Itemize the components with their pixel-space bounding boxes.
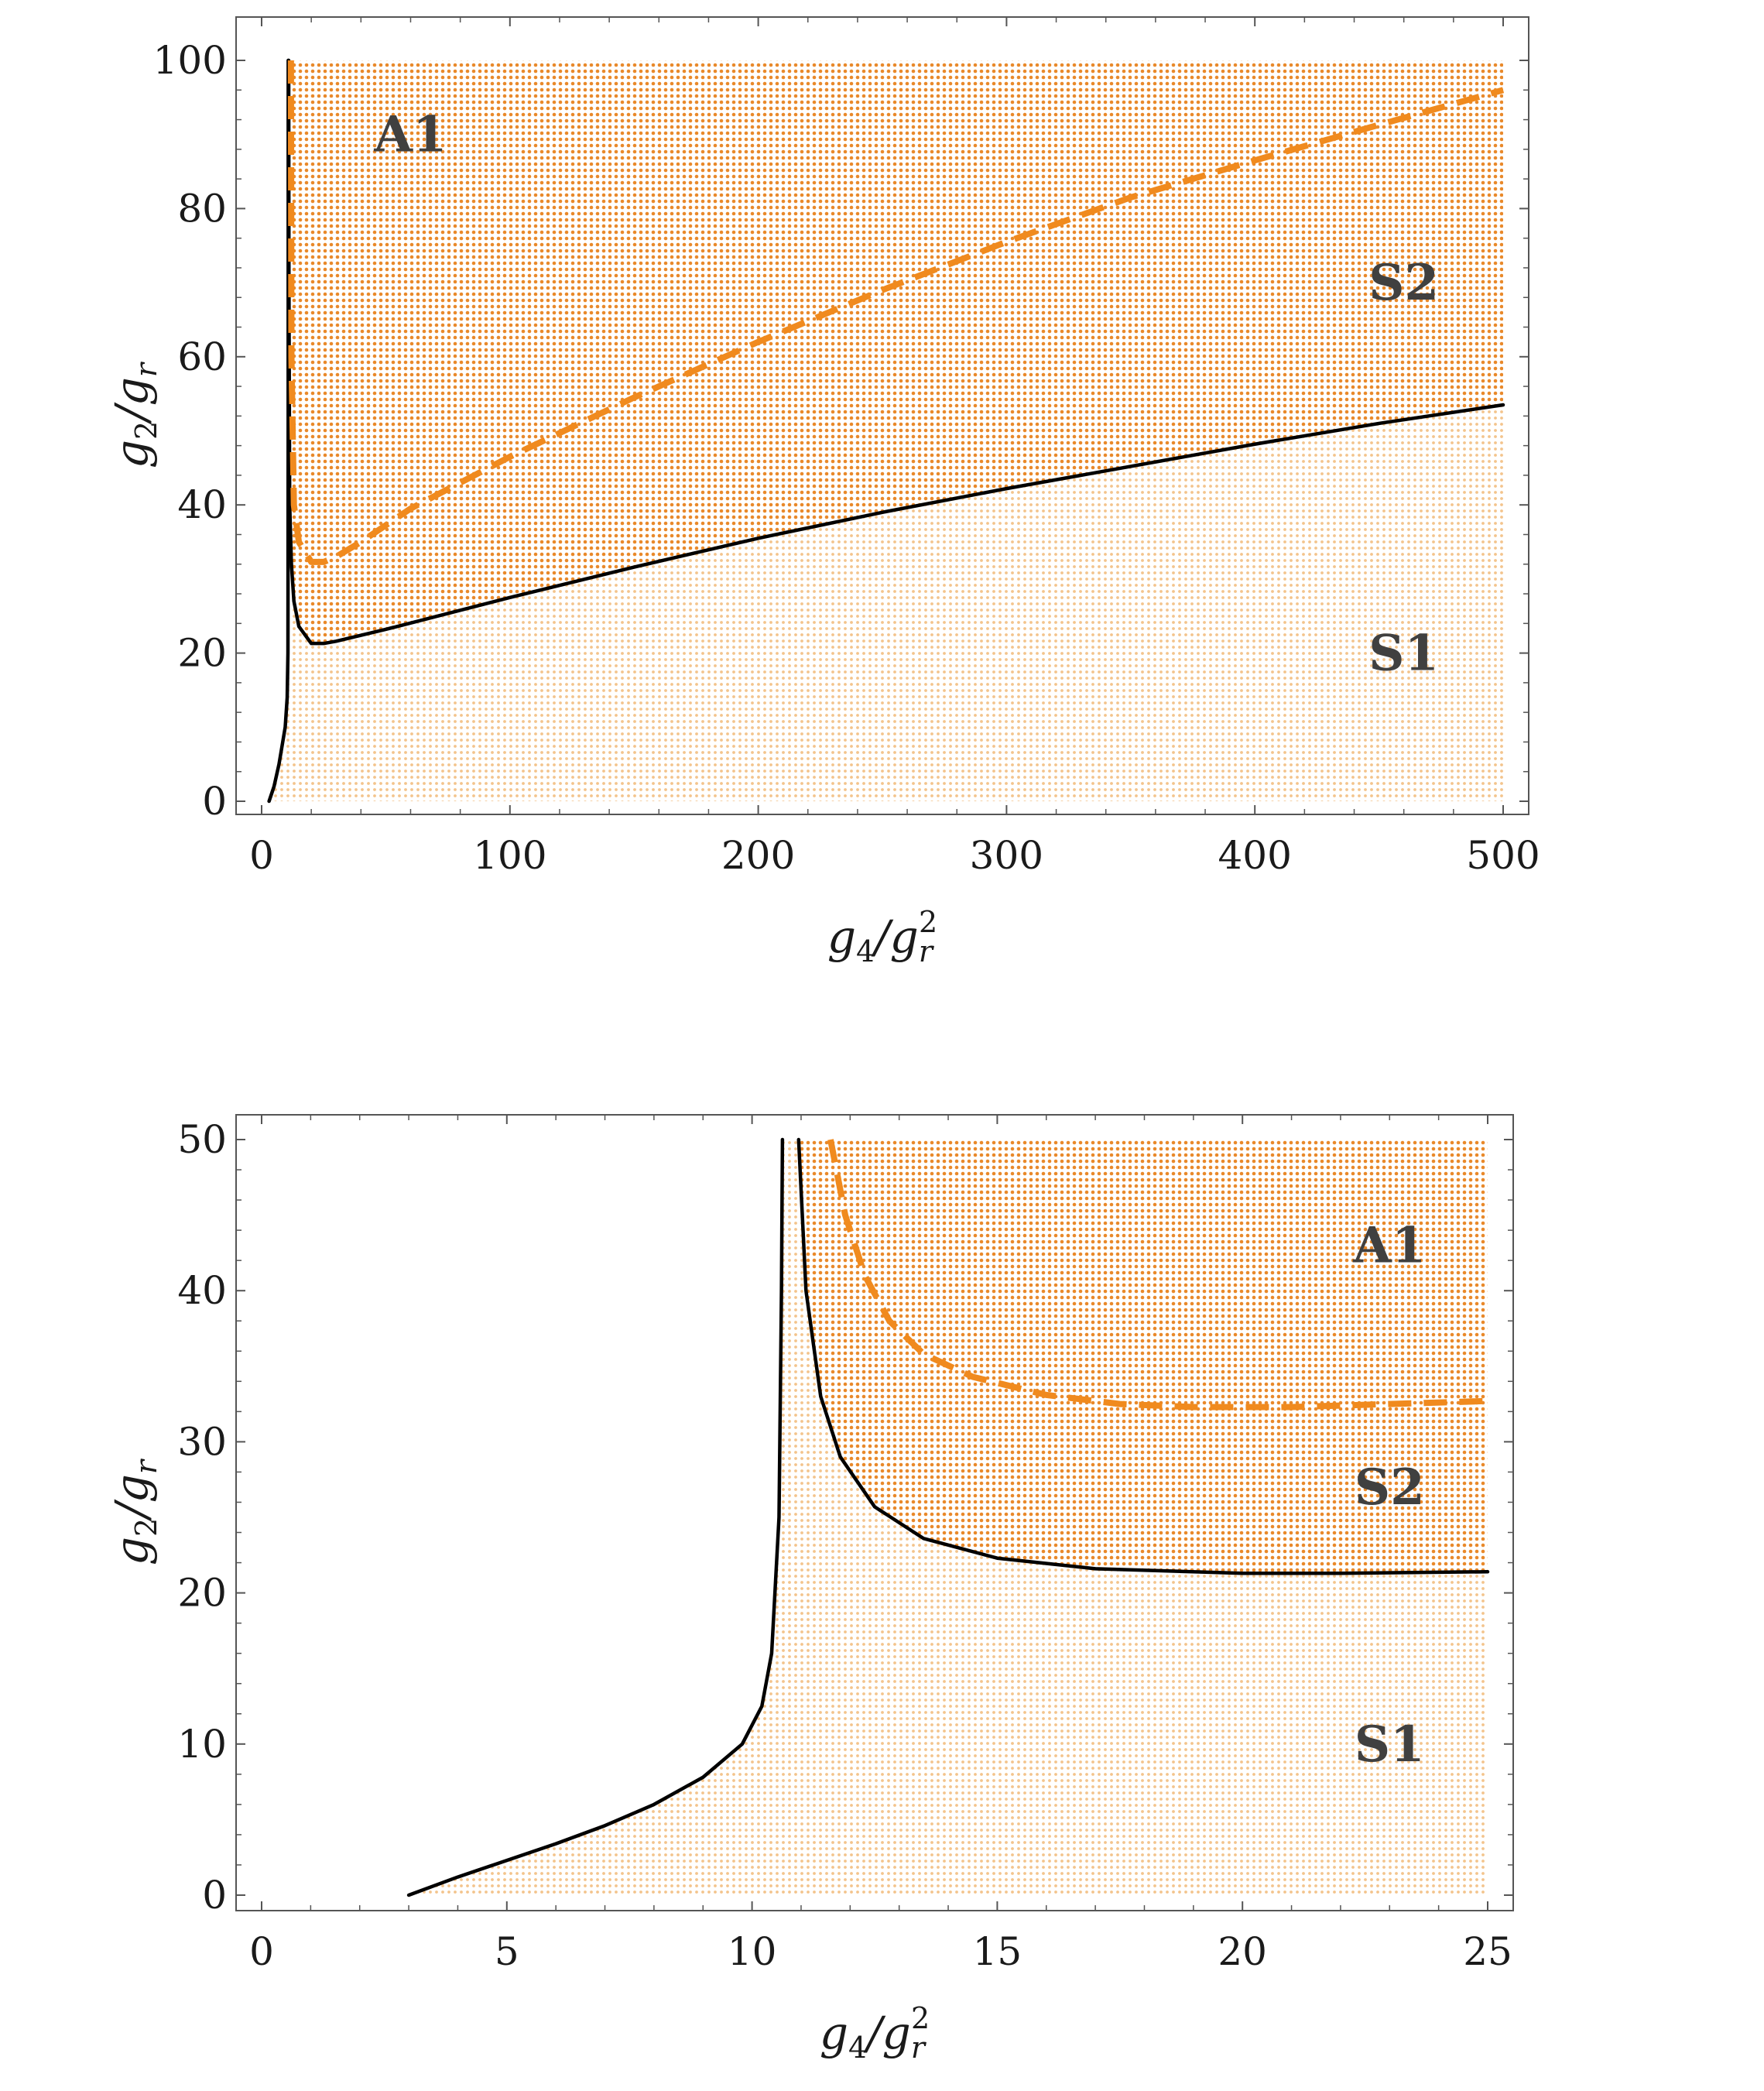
region-label-s2: S2 <box>1355 1459 1425 1517</box>
x-tick-label: 5 <box>495 1929 519 1974</box>
x-tick-label: 100 <box>473 833 546 878</box>
x-tick-label: 15 <box>973 1929 1022 1974</box>
solid-boundary-line-2 <box>286 58 1505 646</box>
y-tick-label: 10 <box>177 1722 227 1767</box>
chart-panel-2: 0 5 10 15 20 25 0 10 20 30 40 50 A1 S2 S1 g4/gr2 g2/gr <box>105 1114 1514 2065</box>
y-tick-label: 0 <box>202 779 227 824</box>
y-tick-label: 40 <box>177 482 227 527</box>
solid-boundary-line-1 <box>267 58 290 804</box>
y-tick-label: 30 <box>177 1419 227 1464</box>
y-tick-label: 0 <box>202 1873 227 1918</box>
region-label-a1: A1 <box>373 106 447 164</box>
y-tick-label: 20 <box>177 631 227 676</box>
region-fill-dark <box>288 60 1504 644</box>
y-tick-label: 40 <box>177 1268 227 1313</box>
solid-boundary-line-1 <box>406 1137 785 1897</box>
x-tick-label: 500 <box>1466 833 1540 878</box>
x-axis-label: g4/gr2 <box>827 905 937 968</box>
y-tick-label: 100 <box>153 38 227 83</box>
y-tick-label: 60 <box>177 334 227 379</box>
y-tick-label: 80 <box>177 186 227 231</box>
x-tick-label: 300 <box>970 833 1043 878</box>
region-label-a1: A1 <box>1352 1217 1426 1275</box>
plot-frame <box>235 1114 1514 1911</box>
x-tick-label: 25 <box>1463 1929 1512 1974</box>
dashed-boundary-line <box>827 1139 1488 1411</box>
chart-panel-1: 0 100 200 300 400 500 0 20 40 60 80 100 A1 S2 S1 g4/gr2… <box>105 16 1540 968</box>
y-tick-label: 20 <box>177 1571 227 1616</box>
y-axis-label: g2/gr <box>105 361 163 468</box>
y-tick-label: 50 <box>177 1117 227 1162</box>
dashed-boundary-line <box>287 60 1505 565</box>
x-tick-label: 0 <box>249 1929 274 1974</box>
region-label-s1: S1 <box>1368 625 1439 683</box>
x-tick-label: 200 <box>721 833 795 878</box>
solid-boundary-line-2 <box>796 1137 1490 1575</box>
region-fill-dark <box>798 1140 1488 1574</box>
x-tick-label: 20 <box>1218 1929 1267 1974</box>
x-axis-label: g4/gr2 <box>820 2001 930 2065</box>
x-tick-label: 0 <box>249 833 274 878</box>
region-label-s1: S1 <box>1355 1716 1425 1774</box>
x-tick-label: 10 <box>728 1929 777 1974</box>
y-axis-label: g2/gr <box>105 1458 163 1565</box>
x-tick-label: 400 <box>1218 833 1291 878</box>
region-label-s2: S2 <box>1368 254 1439 312</box>
